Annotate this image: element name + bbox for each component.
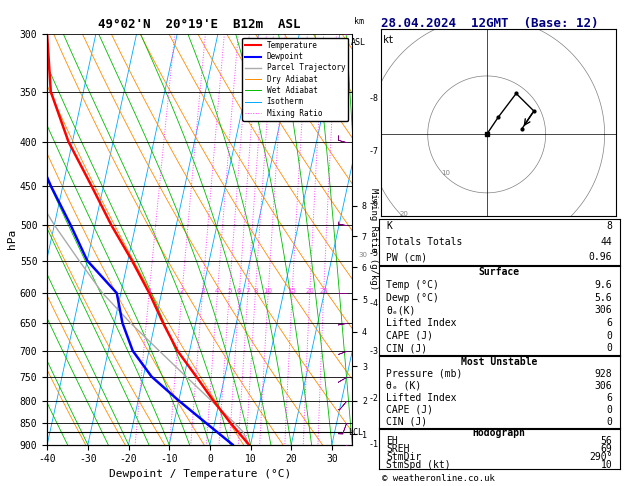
Text: 2: 2 bbox=[180, 288, 184, 294]
Text: Hodograph: Hodograph bbox=[472, 428, 526, 438]
Text: Lifted Index: Lifted Index bbox=[386, 393, 457, 403]
Title: 49°02'N  20°19'E  B12m  ASL: 49°02'N 20°19'E B12m ASL bbox=[99, 18, 301, 32]
Text: Lifted Index: Lifted Index bbox=[386, 318, 457, 328]
Text: 1: 1 bbox=[147, 288, 151, 294]
Text: CAPE (J): CAPE (J) bbox=[386, 405, 433, 415]
Text: ASL: ASL bbox=[351, 38, 366, 47]
Text: θₑ(K): θₑ(K) bbox=[386, 305, 415, 315]
Text: Pressure (mb): Pressure (mb) bbox=[386, 369, 462, 379]
Text: -4: -4 bbox=[369, 299, 379, 308]
Legend: Temperature, Dewpoint, Parcel Trajectory, Dry Adiabat, Wet Adiabat, Isotherm, Mi: Temperature, Dewpoint, Parcel Trajectory… bbox=[242, 38, 348, 121]
Text: -5: -5 bbox=[369, 249, 379, 259]
Text: Temp (°C): Temp (°C) bbox=[386, 280, 439, 290]
Text: -2: -2 bbox=[369, 394, 379, 403]
Text: 0: 0 bbox=[606, 405, 613, 415]
Text: Most Unstable: Most Unstable bbox=[461, 357, 537, 367]
Text: 28.04.2024  12GMT  (Base: 12): 28.04.2024 12GMT (Base: 12) bbox=[381, 17, 598, 30]
Text: 0: 0 bbox=[606, 417, 613, 427]
Text: EH: EH bbox=[386, 436, 398, 446]
Text: θₑ (K): θₑ (K) bbox=[386, 381, 421, 391]
Text: LCL: LCL bbox=[348, 428, 363, 436]
Text: 3: 3 bbox=[200, 288, 204, 294]
Text: StmDir: StmDir bbox=[386, 452, 421, 462]
Text: -8: -8 bbox=[369, 94, 379, 103]
Text: 10: 10 bbox=[264, 288, 272, 294]
Text: 20: 20 bbox=[399, 211, 409, 217]
Text: CIN (J): CIN (J) bbox=[386, 417, 427, 427]
Text: 56: 56 bbox=[601, 436, 613, 446]
Text: kt: kt bbox=[383, 35, 394, 45]
Text: Surface: Surface bbox=[479, 267, 520, 277]
Text: © weatheronline.co.uk: © weatheronline.co.uk bbox=[382, 474, 494, 483]
Text: 6: 6 bbox=[237, 288, 242, 294]
Text: 10: 10 bbox=[601, 460, 613, 470]
Text: 6: 6 bbox=[606, 318, 613, 328]
Y-axis label: hPa: hPa bbox=[7, 229, 17, 249]
Text: 0: 0 bbox=[606, 344, 613, 353]
Text: 7: 7 bbox=[245, 288, 250, 294]
Text: 0: 0 bbox=[606, 330, 613, 341]
Text: 306: 306 bbox=[594, 305, 613, 315]
Text: 5: 5 bbox=[227, 288, 231, 294]
Y-axis label: Mixing Ratio (g/kg): Mixing Ratio (g/kg) bbox=[369, 188, 378, 291]
Text: 4: 4 bbox=[215, 288, 220, 294]
Text: 928: 928 bbox=[594, 369, 613, 379]
Text: 8: 8 bbox=[606, 222, 613, 231]
Text: 69: 69 bbox=[601, 444, 613, 454]
Text: 9.6: 9.6 bbox=[594, 280, 613, 290]
Text: 8: 8 bbox=[253, 288, 257, 294]
Text: -7: -7 bbox=[369, 147, 379, 156]
Text: SREH: SREH bbox=[386, 444, 409, 454]
Text: Dewp (°C): Dewp (°C) bbox=[386, 293, 439, 303]
Text: StmSpd (kt): StmSpd (kt) bbox=[386, 460, 450, 470]
Text: 0.96: 0.96 bbox=[589, 252, 613, 262]
Text: PW (cm): PW (cm) bbox=[386, 252, 427, 262]
Text: km: km bbox=[353, 17, 364, 26]
Text: 20: 20 bbox=[305, 288, 314, 294]
Text: K: K bbox=[386, 222, 392, 231]
Text: -3: -3 bbox=[369, 347, 379, 356]
Text: -1: -1 bbox=[369, 440, 379, 449]
Text: 25: 25 bbox=[320, 288, 328, 294]
Text: CAPE (J): CAPE (J) bbox=[386, 330, 433, 341]
Text: -6: -6 bbox=[369, 199, 379, 208]
Text: 6: 6 bbox=[606, 393, 613, 403]
Text: Totals Totals: Totals Totals bbox=[386, 237, 462, 247]
Text: 15: 15 bbox=[287, 288, 296, 294]
Text: 5.6: 5.6 bbox=[594, 293, 613, 303]
Text: 10: 10 bbox=[441, 170, 450, 176]
Text: CIN (J): CIN (J) bbox=[386, 344, 427, 353]
Text: 30: 30 bbox=[359, 252, 367, 258]
Text: 306: 306 bbox=[594, 381, 613, 391]
Text: 290°: 290° bbox=[589, 452, 613, 462]
Text: 44: 44 bbox=[601, 237, 613, 247]
X-axis label: Dewpoint / Temperature (°C): Dewpoint / Temperature (°C) bbox=[109, 469, 291, 479]
